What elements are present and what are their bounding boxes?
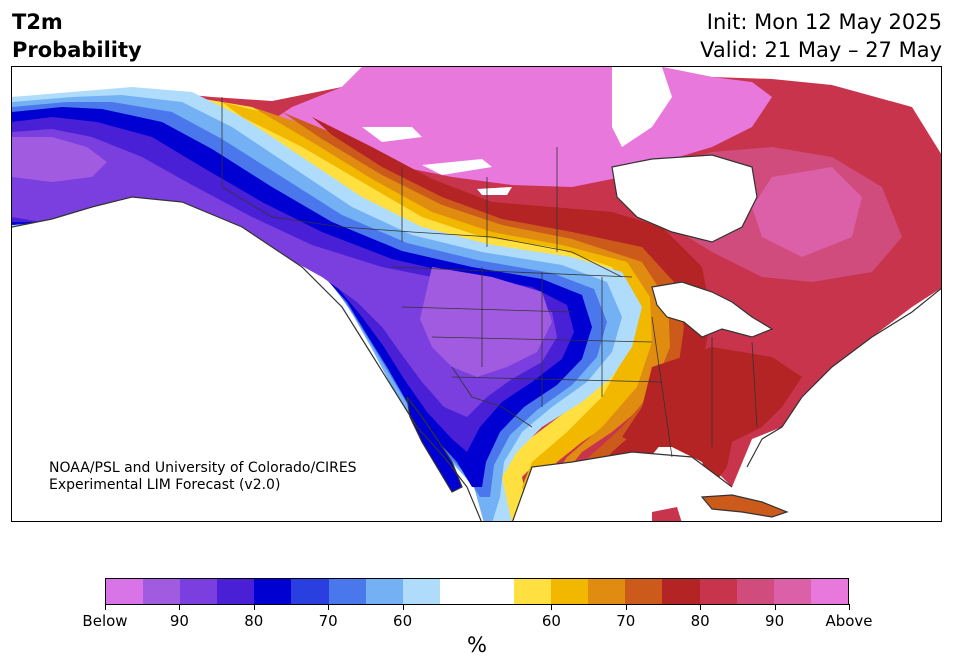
- region-alaska-b90: [12, 137, 107, 182]
- colorbar-tick: [179, 604, 181, 610]
- colorbar-tick: [774, 604, 776, 610]
- colorbar-segment: [328, 579, 366, 604]
- colorbar-unit: %: [467, 633, 487, 657]
- colorbar-segment: [402, 579, 440, 604]
- colorbar-tick-label: 60: [393, 612, 413, 630]
- yucatan: [652, 507, 682, 521]
- cuba: [702, 495, 787, 517]
- pacific-coast: [12, 197, 482, 521]
- band-a75: [312, 117, 712, 521]
- baffin-water: [612, 67, 672, 147]
- colorbar-segment: [291, 579, 329, 604]
- colorbar-segment: [662, 579, 700, 604]
- colorbar-tick-label: Above: [825, 612, 873, 630]
- colorbar-segment: [588, 579, 626, 604]
- colorbar-tick-label: 90: [765, 612, 785, 630]
- colorbar-segment: [180, 579, 218, 604]
- colorbar: [105, 578, 849, 605]
- credit-text: NOAA/PSL and University of Colorado/CIRE…: [49, 460, 357, 494]
- colorbar-tick-label: 70: [616, 612, 636, 630]
- subtitle-label: Probability: [12, 38, 142, 62]
- arctic-islands-gaps: [362, 127, 512, 195]
- credit-line-1: NOAA/PSL and University of Colorado/CIRE…: [49, 460, 357, 476]
- valid-date: Valid: 21 May – 27 May: [700, 38, 942, 62]
- colorbar-tick: [328, 604, 330, 610]
- colorbar-segment: [810, 579, 848, 604]
- colorbar-segment: [439, 579, 477, 604]
- colorbar-tick: [849, 604, 850, 610]
- credit-line-2: Experimental LIM Forecast (v2.0): [49, 477, 281, 493]
- colorbar-segment: [106, 579, 144, 604]
- colorbar-segment: [476, 579, 515, 604]
- hudson-bay: [612, 155, 757, 242]
- colorbar-tick-label: Below: [82, 612, 128, 630]
- colorbar-tick: [402, 604, 404, 610]
- atlantic: [747, 288, 941, 521]
- map-canvas: [12, 67, 941, 521]
- colorbar-segment: [773, 579, 811, 604]
- colorbar-segment: [514, 579, 552, 604]
- variable-label: T2m: [12, 10, 63, 34]
- colorbar-segment: [217, 579, 255, 604]
- colorbar-tick-label: 80: [244, 612, 264, 630]
- colorbar-segment: [736, 579, 774, 604]
- colorbar-segment: [699, 579, 737, 604]
- region-great-basin-b90: [420, 267, 552, 377]
- coastlines: [12, 154, 941, 521]
- colorbar-segment: [551, 579, 589, 604]
- colorbar-tick: [105, 604, 106, 610]
- great-lakes: [652, 282, 772, 337]
- colorbar-tick: [625, 604, 627, 610]
- gulf-of-mexico: [512, 452, 761, 521]
- colorbar-tick-label: 90: [169, 612, 189, 630]
- colorbar-tick: [551, 604, 553, 610]
- chart-title: T2m Probability: [12, 8, 142, 64]
- colorbar-segment: [365, 579, 403, 604]
- region-quebec-core: [752, 167, 862, 257]
- colorbar-tick-label: 60: [541, 612, 561, 630]
- greenland-gap: [792, 67, 941, 107]
- forecast-map: [11, 66, 942, 522]
- colorbar-tick: [700, 604, 702, 610]
- colorbar-tick-label: 70: [318, 612, 338, 630]
- baja-california: [407, 397, 462, 492]
- political-borders: [221, 97, 758, 458]
- colorbar-tick-label: 80: [690, 612, 710, 630]
- colorbar-segment: [625, 579, 663, 604]
- colorbar-tick: [253, 604, 255, 610]
- init-date: Init: Mon 12 May 2025: [706, 10, 942, 34]
- colorbar-segment: [254, 579, 292, 604]
- colorbar-segment: [143, 579, 181, 604]
- forecast-dates: Init: Mon 12 May 2025 Valid: 21 May – 27…: [700, 8, 942, 64]
